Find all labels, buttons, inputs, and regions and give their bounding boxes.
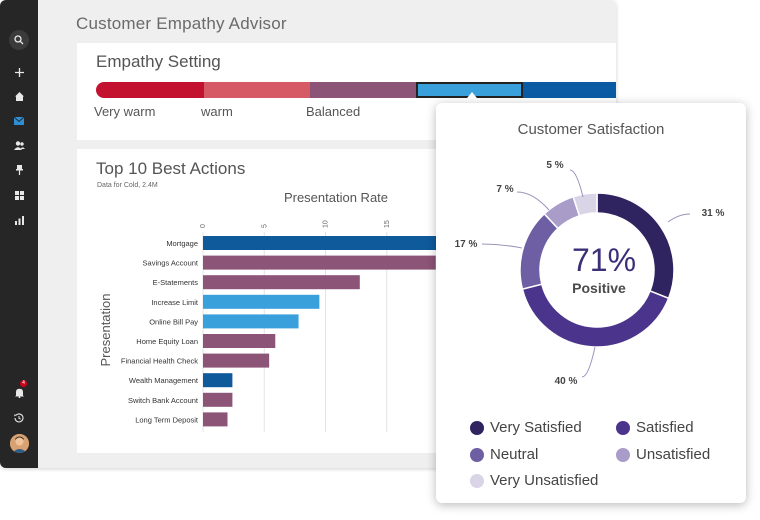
bar xyxy=(203,275,360,290)
center-label: Positive xyxy=(572,280,626,296)
users-icon[interactable] xyxy=(9,135,29,155)
slice-connector xyxy=(581,346,596,378)
bar xyxy=(203,236,473,250)
x-tick-label: 10 xyxy=(323,220,330,228)
x-tick-label: 15 xyxy=(384,220,391,228)
donut-slice xyxy=(572,192,598,217)
slice-label: 17 % xyxy=(455,239,478,250)
category-label: Savings Account xyxy=(143,259,199,268)
app-title: Customer Empathy Advisor xyxy=(76,14,287,33)
center-value: 71% xyxy=(572,242,636,278)
slider-segment-very-warm[interactable] xyxy=(96,82,204,98)
legend-very-unsatisfied: Very Unsatisfied xyxy=(470,472,598,489)
bar xyxy=(203,334,276,348)
slider-label-warm: warm xyxy=(201,104,233,119)
legend-label: Very Unsatisfied xyxy=(490,472,599,489)
bar xyxy=(203,255,436,270)
bar xyxy=(203,373,233,388)
search-icon[interactable] xyxy=(9,30,29,50)
chart-title: Presentation Rate xyxy=(284,190,388,205)
slice-label: 7 % xyxy=(496,184,513,195)
legend-label: Neutral xyxy=(490,446,539,463)
category-label: Wealth Management xyxy=(129,376,199,385)
slice-label: 31 % xyxy=(702,208,725,219)
satisfaction-popup xyxy=(436,103,746,503)
legend-label: Very Satisfied xyxy=(490,419,582,436)
bell-icon[interactable]: 4 xyxy=(9,380,29,403)
bar xyxy=(203,294,320,309)
category-label: Financial Health Check xyxy=(121,357,198,366)
bar xyxy=(203,412,228,427)
donut-slice xyxy=(519,212,560,291)
slider-segment-cool[interactable] xyxy=(523,82,616,98)
category-label: Increase Limit xyxy=(151,298,199,307)
slice-connector xyxy=(481,243,523,249)
legend-very-satisfied: Very Satisfied xyxy=(470,419,582,436)
legend-neutral: Neutral xyxy=(470,446,538,463)
category-label: E-Statements xyxy=(153,278,199,287)
slider-segment-balanced[interactable] xyxy=(310,82,416,98)
plus-icon[interactable] xyxy=(9,62,29,82)
home-icon[interactable] xyxy=(9,86,29,106)
x-tick-label: 0 xyxy=(200,224,207,228)
sidebar: 4 xyxy=(0,0,38,468)
legend-label: Satisfied xyxy=(636,419,694,436)
best-actions-bar-chart: Presentation Rate Presentation 0 5 10 15 Mortg… xyxy=(98,190,473,432)
avatar[interactable] xyxy=(10,434,29,453)
legend-unsatisfied: Unsatisfied xyxy=(616,446,710,463)
x-tick-label: 5 xyxy=(261,224,268,228)
grid-icon[interactable] xyxy=(9,185,29,205)
bar xyxy=(203,392,233,407)
legend-dot xyxy=(470,473,484,488)
y-axis-label: Presentation xyxy=(98,294,113,367)
category-label: Mortgage xyxy=(166,239,198,248)
slider-label-very-warm: Very warm xyxy=(94,104,156,119)
mail-icon[interactable] xyxy=(9,111,29,131)
legend-label: Unsatisfied xyxy=(636,446,711,463)
popup-pointer xyxy=(463,92,481,103)
slider-label-balanced: Balanced xyxy=(306,104,361,119)
slice-connector xyxy=(516,191,550,211)
category-label: Switch Bank Account xyxy=(128,396,199,405)
category-label: Long Term Deposit xyxy=(135,415,199,424)
bar-chart-icon[interactable] xyxy=(9,210,29,230)
category-label: Online Bill Pay xyxy=(149,317,198,326)
bar xyxy=(203,314,299,329)
legend-dot xyxy=(616,447,630,462)
notification-badge: 4 xyxy=(20,380,27,387)
slice-label: 40 % xyxy=(555,376,578,387)
history-icon[interactable] xyxy=(9,408,29,428)
legend-dot xyxy=(470,420,484,435)
slice-label: 5 % xyxy=(546,160,563,171)
pin-icon[interactable] xyxy=(9,160,29,180)
slice-connector xyxy=(569,169,584,198)
empathy-setting-title: Empathy Setting xyxy=(96,52,221,71)
legend-dot xyxy=(616,420,630,435)
legend-dot xyxy=(470,447,484,462)
best-actions-subtitle: Data for Cold, 2.4M xyxy=(97,182,158,189)
category-label: Home Equity Loan xyxy=(136,337,198,346)
satisfaction-title: Customer Satisfaction xyxy=(517,121,665,138)
bar xyxy=(203,353,270,368)
legend-satisfied: Satisfied xyxy=(616,419,694,436)
best-actions-title: Top 10 Best Actions xyxy=(96,159,246,178)
slider-segment-warm[interactable] xyxy=(204,82,310,98)
slice-connector xyxy=(667,213,691,223)
